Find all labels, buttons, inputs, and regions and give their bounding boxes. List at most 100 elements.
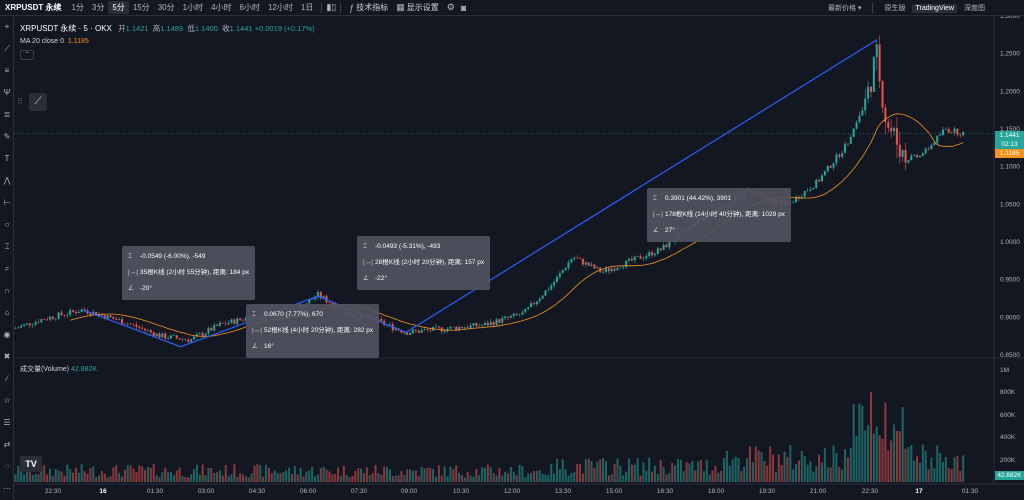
brush-icon[interactable]: ✎ <box>3 132 11 141</box>
y-tick-label: 1.1500 <box>1000 126 1020 133</box>
candle-type-icon[interactable]: ▮▯ <box>326 2 337 12</box>
volume-bar <box>126 465 129 482</box>
candle-body <box>244 317 247 321</box>
candle-body <box>466 327 469 329</box>
candle-body <box>818 179 821 182</box>
candle-body <box>123 323 126 325</box>
candle-body <box>659 248 662 251</box>
timeframe-1日[interactable]: 1日 <box>300 3 314 12</box>
timeframe-3分[interactable]: 3分 <box>91 3 105 12</box>
volume-bar <box>265 464 268 482</box>
display-settings-button[interactable]: ▦ 显示设置 <box>396 2 439 12</box>
angle-icon: ∠ <box>363 275 369 282</box>
divider <box>340 2 342 13</box>
candle-body <box>795 197 798 203</box>
drag-handle-icon[interactable]: ⠿ <box>17 97 23 106</box>
candle-body <box>558 273 561 277</box>
measure-icon[interactable]: ⌶ <box>4 242 10 251</box>
tradingview-logo[interactable]: TV <box>20 456 42 472</box>
volume-bar <box>14 474 17 482</box>
lock-icon[interactable]: ⌂ <box>4 308 10 317</box>
candle-body <box>884 107 887 123</box>
text-icon[interactable]: T <box>4 154 10 163</box>
timeframe-6小时[interactable]: 6小时 <box>239 3 260 12</box>
candle-body <box>178 338 181 340</box>
trash-icon[interactable]: ✖ <box>3 352 11 361</box>
candle-body <box>69 310 72 315</box>
channel-icon[interactable]: ≡ <box>4 66 10 75</box>
volume-bar <box>449 466 452 482</box>
candle-body <box>394 328 397 331</box>
brush2-icon[interactable]: ∕ <box>6 374 8 383</box>
symbol-name[interactable]: XRPUSDT 永续 <box>5 3 62 12</box>
tradingview-button[interactable]: TradingView <box>912 3 957 13</box>
timeframe-4小时[interactable]: 4小时 <box>211 3 232 12</box>
candle-body <box>201 333 204 336</box>
crosshair-icon[interactable]: + <box>4 22 10 31</box>
ruler-icon[interactable]: ⊢ <box>3 198 11 207</box>
pitchfork-icon[interactable]: Ψ <box>3 88 11 97</box>
gear-icon[interactable]: ⚙ <box>446 2 455 12</box>
volume-bar <box>835 452 838 482</box>
sync-icon[interactable]: ⇄ <box>3 440 11 449</box>
timeframe-30分[interactable]: 30分 <box>157 3 175 12</box>
volume-bar <box>610 474 613 482</box>
fib-icon[interactable]: ≣ <box>3 110 11 119</box>
candle-body <box>429 329 432 331</box>
candle-body <box>388 324 391 325</box>
depth-chart-button[interactable]: 深度图 <box>964 5 985 12</box>
timeframe-5分[interactable]: 5分 <box>108 1 129 14</box>
volume-bar <box>158 477 161 482</box>
volume-bar <box>244 476 247 482</box>
original-view-button[interactable]: 原生版 <box>884 5 906 12</box>
volume-bar <box>916 456 919 482</box>
pattern-icon[interactable]: ⋀ <box>3 176 11 185</box>
list-icon[interactable]: ☰ <box>3 418 11 427</box>
circle-icon[interactable]: ○ <box>4 220 10 229</box>
collapse-legend-button[interactable]: ⌃ <box>20 50 34 60</box>
volume-bar <box>455 465 458 482</box>
candle-body <box>322 296 325 298</box>
zoom-icon[interactable]: ⌕ <box>4 264 10 273</box>
volume-bar <box>149 467 152 482</box>
volume-bar <box>702 471 705 482</box>
star-icon[interactable]: ☆ <box>3 396 11 405</box>
candle-body <box>187 339 190 342</box>
eye-icon[interactable]: ◉ <box>3 330 11 339</box>
volume-bar <box>256 464 259 482</box>
magnet-icon[interactable]: ∩ <box>4 286 10 295</box>
candle-body <box>826 165 829 172</box>
timeframe-1小时[interactable]: 1小时 <box>182 3 204 12</box>
x-tick-label: 13:30 <box>555 488 572 495</box>
volume-group <box>14 392 965 482</box>
hide-icon[interactable]: ◌ <box>4 462 10 471</box>
volume-bar <box>584 459 587 482</box>
candle-body <box>167 338 170 339</box>
volume-bar <box>962 455 965 482</box>
measure-box: ⌶ 0.0670 (7.77%), 670 |↔| 52根K线 (4小时 20分钟)… <box>246 304 380 358</box>
measure-box: ⌶ -0.0493 (-5.31%), -493 |↔| 28根K线 (2小时 20… <box>357 236 491 290</box>
trend-line-icon[interactable]: ⟋ <box>4 44 10 53</box>
timeframe-12小时[interactable]: 12小时 <box>267 3 293 12</box>
camera-icon[interactable]: ◙ <box>460 2 467 13</box>
candle-body <box>498 319 501 323</box>
timeframe-15分[interactable]: 15分 <box>132 3 150 12</box>
indicators-button[interactable]: ƒ 技术指标 <box>349 2 389 13</box>
volume-bar <box>797 460 800 482</box>
volume-bar <box>524 477 527 482</box>
trend-line-tool-icon[interactable]: ⟋ <box>29 93 47 111</box>
candle-body <box>573 258 576 260</box>
candle-body <box>144 328 147 331</box>
candle-body <box>841 152 844 157</box>
volume-bar <box>190 474 193 482</box>
volume-bar <box>884 402 887 482</box>
latest-price-dropdown[interactable]: 最新价格 ▾ <box>828 5 862 12</box>
candle-body <box>66 314 69 316</box>
volume-bar <box>299 467 302 482</box>
more-icon[interactable]: ⋯ <box>3 484 11 493</box>
candle-body <box>895 128 898 145</box>
volume-bar <box>155 475 158 482</box>
price-range-icon: ⌶ <box>363 243 367 250</box>
timeframe-1分[interactable]: 1分 <box>71 3 84 12</box>
volume-tick-label: 1M <box>1000 367 1009 374</box>
